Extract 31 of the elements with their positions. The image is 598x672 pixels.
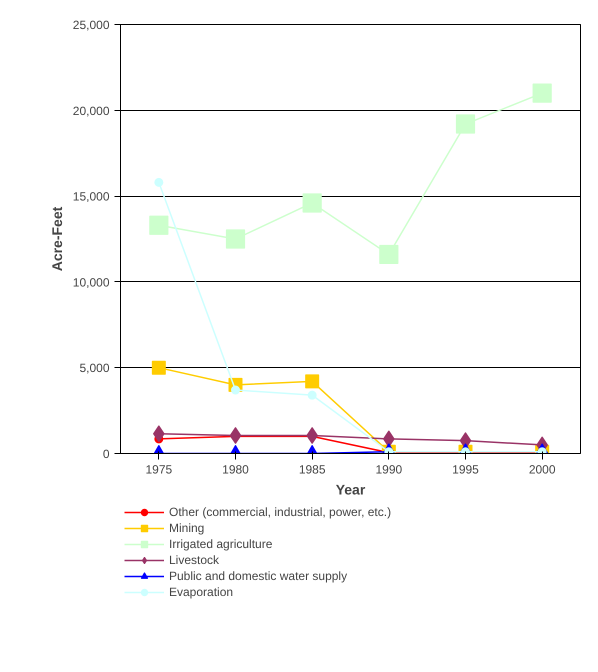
x-tick-label: 1985 — [298, 462, 326, 476]
point — [154, 178, 164, 187]
y-tick-label: 5,000 — [79, 361, 110, 376]
legend-label: Public and domestic water supply — [169, 568, 348, 584]
x-tick-label: 2000 — [528, 462, 556, 476]
legend-label: Evaporation — [169, 584, 234, 600]
y-axis-title: Acre-Feet — [48, 206, 65, 272]
point — [231, 386, 240, 394]
point — [379, 244, 398, 264]
point — [308, 390, 317, 400]
point — [532, 84, 552, 103]
legend-label: Livestock — [169, 552, 220, 568]
x-tick-label: 1980 — [222, 462, 250, 476]
point — [456, 114, 476, 134]
legend-label: Mining — [169, 520, 204, 536]
y-tick-label: 0 — [102, 447, 110, 461]
point — [226, 229, 246, 249]
y-tick-label: 20,000 — [72, 104, 110, 118]
x-tick-label: 1995 — [452, 462, 480, 476]
legend-label: Irrigated agriculture — [169, 536, 272, 552]
y-tick-label: 25,000 — [72, 18, 110, 32]
x-tick-label: 1990 — [375, 462, 403, 476]
y-tick-label: 15,000 — [72, 190, 110, 204]
y-tick-label: 10,000 — [72, 275, 110, 290]
point — [302, 193, 322, 213]
point — [152, 360, 166, 375]
point — [149, 216, 168, 235]
point — [305, 374, 320, 388]
legend-label: Other (commercial, industrial, power, etc.) — [169, 504, 392, 520]
x-axis-title: Year — [336, 482, 366, 498]
x-tick-label: 1975 — [145, 462, 173, 476]
